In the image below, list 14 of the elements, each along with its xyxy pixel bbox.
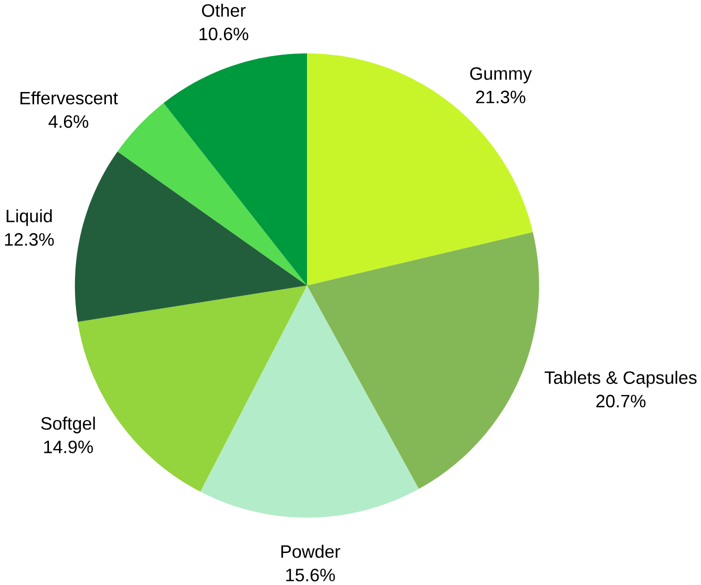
data-label: 21.3% [476,90,526,104]
slice-label: Powder [281,544,340,558]
slice-label: Tablets & Capsules [544,370,697,388]
slice-label: Other [202,4,246,17]
slice-label: Gummy [470,67,532,84]
data-label: 4.6% [48,115,88,128]
slice-label: Softgel [41,416,95,434]
data-label: 10.6% [200,28,248,40]
data-label: 15.6% [286,568,335,582]
slice-label: Effervescent [20,91,118,104]
data-label: 20.7% [596,394,646,408]
data-label: 14.9% [44,440,93,454]
data-label: 12.3% [5,233,54,246]
slice-label: Liquid [6,209,52,226]
